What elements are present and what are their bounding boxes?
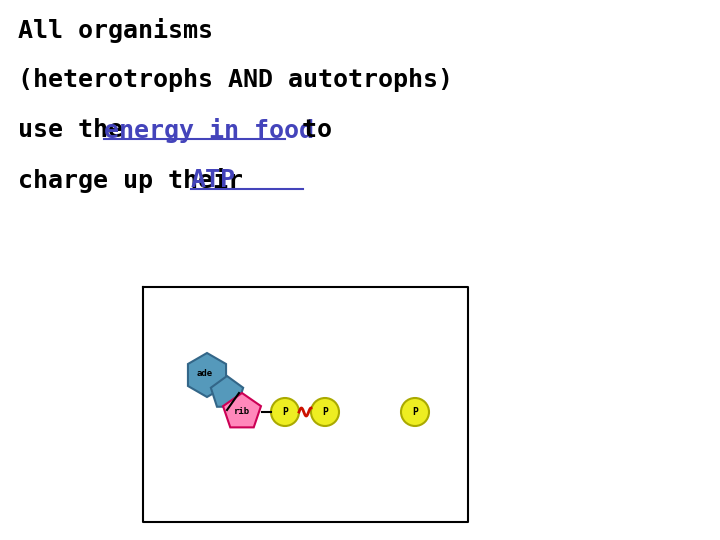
Text: use the: use the [18,118,138,142]
Text: rib: rib [234,407,250,415]
Polygon shape [211,376,243,407]
Text: P: P [322,407,328,417]
Circle shape [271,398,299,426]
Text: energy in food: energy in food [104,118,314,143]
Text: to: to [287,118,332,142]
Polygon shape [223,393,261,427]
Text: P: P [412,407,418,417]
Text: All organisms: All organisms [18,18,213,43]
Text: ATP: ATP [191,168,236,192]
Polygon shape [188,353,226,397]
Text: (heterotrophs AND autotrophs): (heterotrophs AND autotrophs) [18,68,453,92]
Circle shape [401,398,429,426]
Text: P: P [282,407,288,417]
Text: charge up their: charge up their [18,168,258,193]
Text: ade: ade [197,368,213,377]
Circle shape [311,398,339,426]
